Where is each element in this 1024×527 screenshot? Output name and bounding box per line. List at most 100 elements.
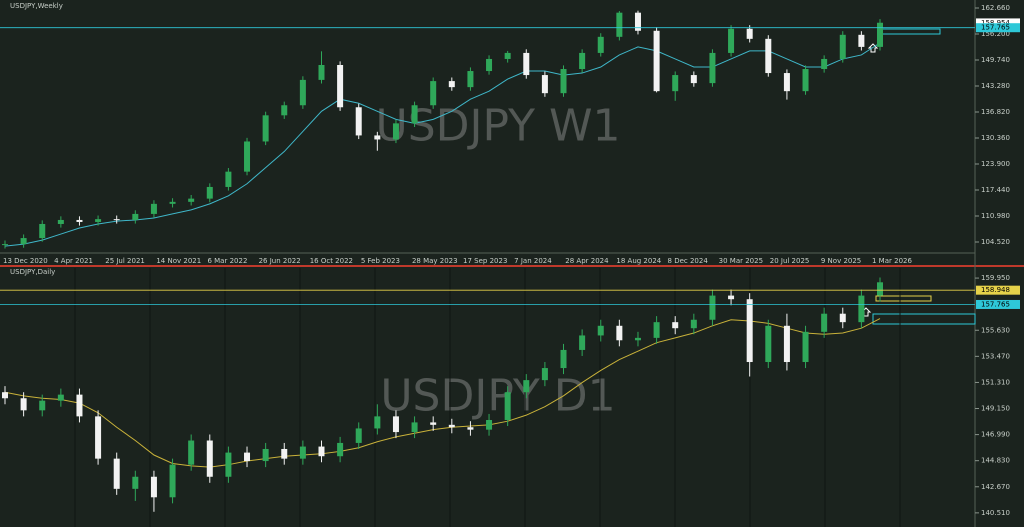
- candle-body: [616, 325, 623, 341]
- candle-body: [113, 458, 120, 489]
- candle-body: [2, 392, 8, 399]
- x-tick-label: 17 Sep 2023: [463, 257, 507, 265]
- candle-body: [150, 203, 157, 214]
- price-tag: [976, 23, 1020, 33]
- zone-box: [875, 295, 932, 302]
- candle-body: [244, 141, 251, 172]
- candle-body: [206, 440, 213, 477]
- candle-body: [783, 325, 790, 363]
- candle-body: [169, 201, 176, 204]
- candle-body: [709, 295, 716, 320]
- candle-body: [150, 476, 157, 498]
- candle-body: [560, 349, 567, 369]
- candle-body: [281, 105, 288, 116]
- y-tick-label: 151.310: [981, 378, 1010, 386]
- candle-body: [634, 337, 641, 341]
- candle-body: [262, 448, 269, 462]
- candle-body: [392, 416, 399, 433]
- candle-body: [318, 446, 325, 457]
- candle-body: [281, 448, 288, 459]
- candle-body: [486, 419, 493, 430]
- x-tick-label: 30 Mar 2025: [719, 257, 763, 265]
- candle-body: [299, 79, 306, 106]
- candle-body: [746, 299, 753, 363]
- y-tick-label: 142.670: [981, 483, 1010, 491]
- y-tick-label: 123.900: [981, 160, 1010, 168]
- candle-body: [206, 186, 213, 199]
- y-tick-label: 104.520: [981, 238, 1010, 246]
- candle-body: [579, 335, 586, 350]
- arrow-icon: [867, 43, 879, 53]
- candle-body: [597, 36, 604, 53]
- candle-body: [2, 244, 8, 246]
- x-tick-label: 16 Oct 2022: [310, 257, 353, 265]
- candle-body: [486, 58, 493, 72]
- x-tick-label: 25 Jul 2021: [105, 257, 145, 265]
- y-tick-label: 149.740: [981, 56, 1010, 64]
- x-tick-label: 18 Aug 2024: [616, 257, 661, 265]
- candle-body: [132, 213, 139, 220]
- candle-body: [374, 135, 381, 140]
- candle-body: [523, 380, 530, 393]
- candle-body: [337, 442, 344, 457]
- candle-body: [616, 12, 623, 37]
- candle-body: [355, 107, 362, 136]
- candle-body: [746, 28, 753, 39]
- x-tick-label: 20 Jul 2025: [770, 257, 810, 265]
- y-tick-label: 143.280: [981, 82, 1010, 90]
- candle-body: [20, 238, 27, 245]
- x-tick-label: 9 Nov 2025: [821, 257, 861, 265]
- y-tick-label: 117.440: [981, 186, 1010, 194]
- candle-body: [709, 52, 716, 84]
- x-tick-label: 28 Apr 2024: [565, 257, 609, 265]
- candle-body: [597, 325, 604, 336]
- y-tick-label: 136.820: [981, 108, 1010, 116]
- candle-body: [448, 424, 455, 428]
- x-tick-label: 28 May 2023: [412, 257, 458, 265]
- candle-body: [839, 34, 846, 59]
- x-tick-label: 8 Dec 2024: [668, 257, 709, 265]
- candle-body: [355, 428, 362, 443]
- candle-body: [113, 219, 120, 221]
- candle-body: [411, 105, 418, 124]
- candle-body: [821, 58, 828, 70]
- candle-body: [821, 313, 828, 332]
- candle-body: [653, 322, 660, 338]
- candle-body: [318, 65, 325, 80]
- candle-body: [504, 52, 511, 59]
- candle-body: [374, 416, 381, 429]
- candle-body: [802, 331, 809, 363]
- price-tag-label: 158.948: [981, 286, 1010, 294]
- candle-body: [504, 392, 511, 420]
- candle-body: [523, 52, 530, 76]
- candle-body: [728, 295, 735, 300]
- candle-body: [690, 75, 697, 84]
- y-tick-label: 153.470: [981, 352, 1010, 360]
- candle-body: [579, 52, 586, 70]
- moving-average: [4, 42, 881, 247]
- y-tick-label: 155.630: [981, 326, 1010, 334]
- candle-body: [560, 69, 567, 94]
- candle-body: [76, 219, 83, 222]
- candle-body: [169, 464, 176, 498]
- y-tick-label: 149.150: [981, 405, 1010, 413]
- candle-body: [634, 12, 641, 31]
- pane-title: USDJPY,Daily: [10, 268, 55, 276]
- candle-body: [877, 282, 883, 296]
- moving-average: [4, 318, 881, 468]
- candle-body: [57, 394, 64, 401]
- candle-body: [541, 75, 548, 94]
- candle-body: [728, 28, 735, 53]
- pane-title: USDJPY,Weekly: [10, 2, 63, 10]
- candle-body: [877, 22, 883, 47]
- candle-body: [858, 34, 865, 47]
- candle-body: [299, 446, 306, 459]
- x-tick-label: 26 Jun 2022: [259, 257, 301, 265]
- candle-body: [858, 295, 865, 323]
- candle-body: [802, 69, 809, 92]
- candle-body: [411, 422, 418, 433]
- price-tag-label: 157.765: [981, 300, 1010, 308]
- price-tag: [976, 285, 1020, 295]
